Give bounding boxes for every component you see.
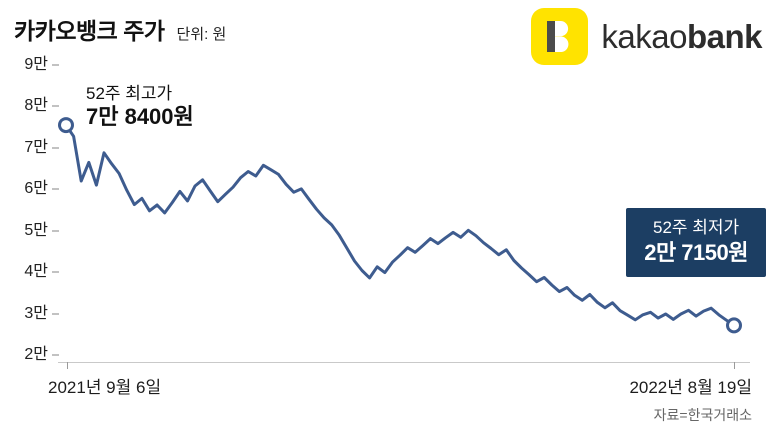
y-axis-label-8: 8만 xyxy=(8,97,59,115)
wordmark-bank: bank xyxy=(686,17,763,55)
x-axis-tick-end xyxy=(734,362,735,369)
header: 카카오뱅크 주가 단위: 원 xyxy=(14,12,226,46)
end-point-marker xyxy=(726,317,742,334)
y-axis-label-6: 6만 xyxy=(8,180,59,198)
low-annotation-label: 52주 최저가 xyxy=(653,218,740,237)
start-point-marker xyxy=(58,117,74,134)
kakaobank-logo: B kakaobank xyxy=(531,8,763,65)
high-annotation-label: 52주 최고가 xyxy=(86,84,173,103)
kakaobank-b-icon xyxy=(547,21,569,52)
y-axis-label-7: 7만 xyxy=(8,139,59,157)
y-axis-label-3: 3만 xyxy=(8,305,59,323)
x-axis-tick-start xyxy=(67,362,68,369)
page-title: 카카오뱅크 주가 xyxy=(14,18,165,44)
y-axis-label-9: 9만 xyxy=(8,56,59,74)
stock-line-chart xyxy=(58,117,742,334)
kakaobank-logo-square: B xyxy=(531,8,589,65)
low-annotation-box: 52주 최저가 2만 7150원 xyxy=(626,208,766,277)
y-axis-label-5: 5만 xyxy=(8,222,59,240)
y-axis-label-2: 2만 xyxy=(8,346,59,364)
x-axis-start-date: 2021년 9월 6일 xyxy=(48,378,162,397)
kakaobank-wordmark: kakaobank xyxy=(601,18,762,56)
low-annotation-value: 2만 7150원 xyxy=(644,240,748,265)
unit-label: 단위: 원 xyxy=(176,26,227,43)
x-axis-line xyxy=(58,362,750,363)
high-annotation: 52주 최고가 7만 8400원 xyxy=(86,84,194,130)
high-annotation-value: 7만 8400원 xyxy=(86,104,194,129)
x-axis-end-date: 2022년 8월 19일 xyxy=(629,378,752,397)
y-axis-label-4: 4만 xyxy=(8,263,59,281)
wordmark-kakao: kakao xyxy=(601,17,687,55)
source-credit: 자료=한국거래소 xyxy=(653,407,752,423)
price-line xyxy=(64,123,736,327)
